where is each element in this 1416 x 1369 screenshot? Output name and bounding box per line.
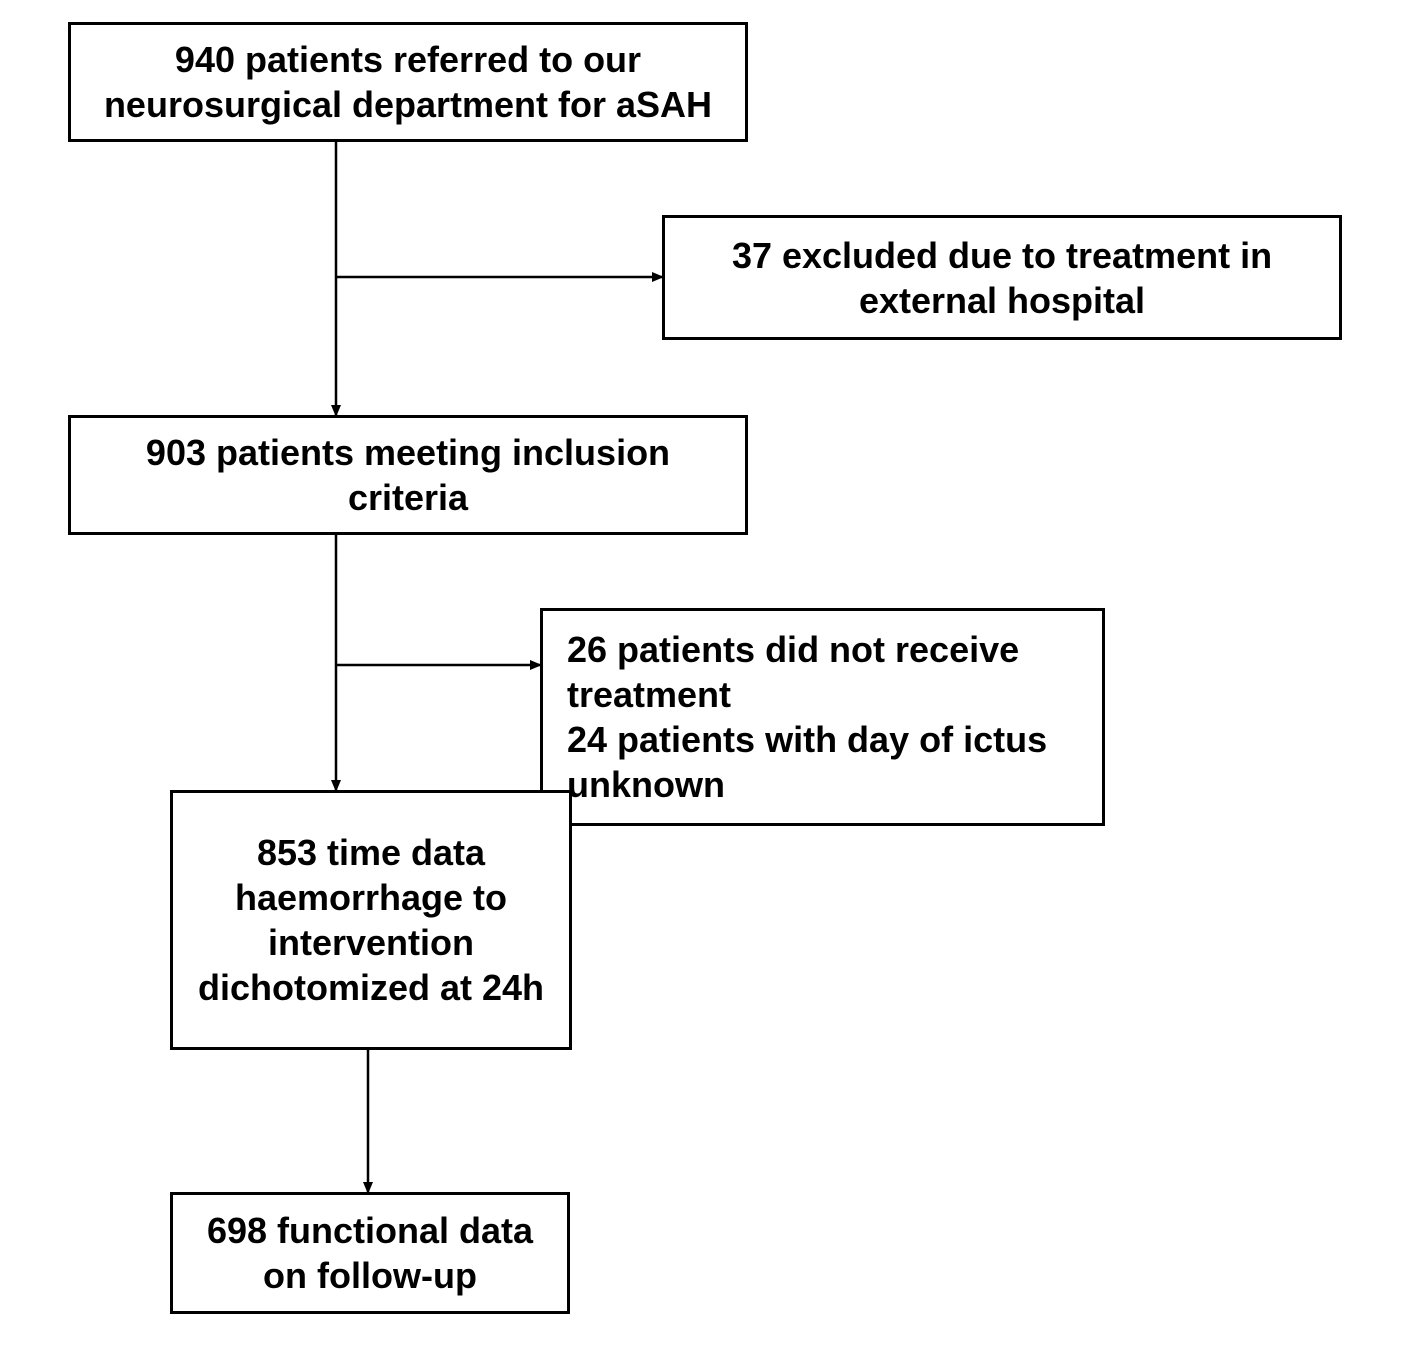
node-functional-followup: 698 functional data on follow-up — [170, 1192, 570, 1314]
node-time-data-dichotomized: 853 time data haemorrhage to interventio… — [170, 790, 572, 1050]
node-inclusion-criteria: 903 patients meeting inclusion criteria — [68, 415, 748, 535]
flowchart-canvas: 940 patients referred to our neurosurgic… — [0, 0, 1416, 1369]
node-excluded-treatment-ictus: 26 patients did not receive treatment24 … — [540, 608, 1105, 826]
node-text: 37 excluded due to treatment in external… — [689, 233, 1315, 323]
node-text: 903 patients meeting inclusion criteria — [95, 430, 721, 520]
node-text: 698 functional data on follow-up — [197, 1208, 543, 1298]
node-excluded-external: 37 excluded due to treatment in external… — [662, 215, 1342, 340]
node-referred-patients: 940 patients referred to our neurosurgic… — [68, 22, 748, 142]
node-text: 940 patients referred to our neurosurgic… — [95, 37, 721, 127]
node-text: 853 time data haemorrhage to interventio… — [197, 830, 545, 1010]
node-text: 26 patients did not receive treatment24 … — [567, 627, 1078, 807]
